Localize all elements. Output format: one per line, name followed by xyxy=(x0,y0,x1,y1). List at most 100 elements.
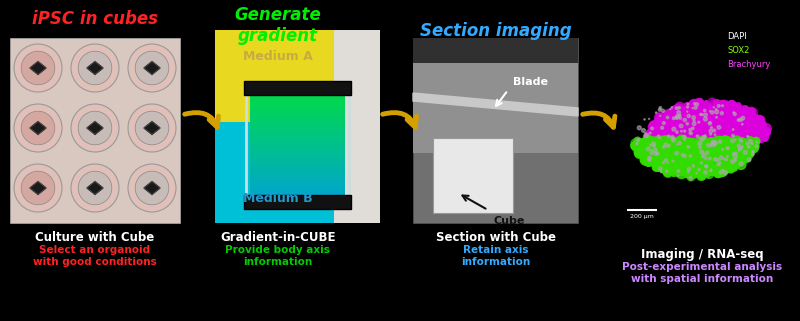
Circle shape xyxy=(741,117,750,126)
Circle shape xyxy=(753,137,760,145)
Circle shape xyxy=(666,120,674,129)
Circle shape xyxy=(752,151,754,152)
Circle shape xyxy=(690,132,693,135)
Circle shape xyxy=(637,142,641,146)
Circle shape xyxy=(692,137,694,140)
Circle shape xyxy=(756,129,762,136)
Circle shape xyxy=(702,143,706,146)
Circle shape xyxy=(678,117,682,119)
Circle shape xyxy=(715,145,725,155)
Circle shape xyxy=(687,168,690,171)
Circle shape xyxy=(744,134,752,142)
Circle shape xyxy=(705,164,707,166)
Circle shape xyxy=(646,136,648,138)
Circle shape xyxy=(726,123,729,125)
Circle shape xyxy=(686,150,690,152)
Circle shape xyxy=(698,121,700,123)
Circle shape xyxy=(722,158,726,162)
Circle shape xyxy=(735,104,739,108)
Circle shape xyxy=(747,148,753,154)
FancyBboxPatch shape xyxy=(250,175,345,179)
Circle shape xyxy=(705,117,709,120)
Circle shape xyxy=(687,106,694,113)
Circle shape xyxy=(687,146,690,148)
Circle shape xyxy=(654,151,661,159)
Circle shape xyxy=(661,121,669,129)
Circle shape xyxy=(750,124,758,133)
Circle shape xyxy=(710,143,713,146)
Circle shape xyxy=(752,136,758,142)
Circle shape xyxy=(663,114,672,122)
Circle shape xyxy=(740,125,749,134)
Circle shape xyxy=(727,126,734,133)
Circle shape xyxy=(675,144,684,152)
Circle shape xyxy=(658,165,661,169)
Circle shape xyxy=(726,126,730,129)
Circle shape xyxy=(699,115,703,119)
Circle shape xyxy=(747,114,753,120)
Circle shape xyxy=(654,133,662,142)
Circle shape xyxy=(760,131,768,139)
Circle shape xyxy=(705,154,714,162)
Circle shape xyxy=(726,158,734,166)
Circle shape xyxy=(650,130,657,136)
Circle shape xyxy=(714,168,718,173)
FancyBboxPatch shape xyxy=(250,185,345,189)
Circle shape xyxy=(647,133,651,137)
Circle shape xyxy=(691,166,701,176)
Text: Generate
gradient: Generate gradient xyxy=(234,6,321,45)
Circle shape xyxy=(653,158,655,160)
Circle shape xyxy=(649,144,653,148)
Circle shape xyxy=(733,113,740,120)
Circle shape xyxy=(684,120,693,129)
Circle shape xyxy=(722,150,726,154)
Circle shape xyxy=(694,106,697,109)
Circle shape xyxy=(709,165,714,171)
Circle shape xyxy=(727,144,736,153)
Circle shape xyxy=(692,122,696,126)
Circle shape xyxy=(682,152,685,154)
Circle shape xyxy=(642,155,645,158)
Circle shape xyxy=(694,143,696,145)
Circle shape xyxy=(675,122,679,126)
Circle shape xyxy=(655,121,665,130)
Circle shape xyxy=(719,156,723,160)
Circle shape xyxy=(726,128,732,134)
Circle shape xyxy=(752,145,757,150)
Circle shape xyxy=(706,151,709,154)
Circle shape xyxy=(710,144,712,146)
Circle shape xyxy=(642,142,648,148)
Circle shape xyxy=(706,145,710,149)
Circle shape xyxy=(670,158,678,167)
Circle shape xyxy=(681,155,689,163)
Circle shape xyxy=(681,130,682,132)
Circle shape xyxy=(754,132,756,134)
Circle shape xyxy=(651,150,652,151)
Circle shape xyxy=(693,160,699,167)
Circle shape xyxy=(675,141,679,146)
Circle shape xyxy=(674,149,682,158)
Circle shape xyxy=(714,110,718,114)
Circle shape xyxy=(719,164,726,171)
Text: 200 μm: 200 μm xyxy=(630,214,654,219)
Circle shape xyxy=(758,135,762,138)
Circle shape xyxy=(707,143,716,152)
Circle shape xyxy=(703,109,706,112)
Circle shape xyxy=(738,140,746,147)
Circle shape xyxy=(742,154,751,162)
Circle shape xyxy=(705,150,710,155)
Text: Select an organoid
with good conditions: Select an organoid with good conditions xyxy=(33,245,157,267)
Circle shape xyxy=(666,128,673,135)
Circle shape xyxy=(691,127,694,130)
Circle shape xyxy=(718,117,722,120)
Circle shape xyxy=(689,170,694,176)
Circle shape xyxy=(721,147,730,156)
Circle shape xyxy=(662,122,666,125)
Circle shape xyxy=(692,108,694,111)
Circle shape xyxy=(716,173,719,175)
Circle shape xyxy=(689,107,698,116)
Circle shape xyxy=(738,139,748,149)
Circle shape xyxy=(719,141,726,148)
Circle shape xyxy=(659,145,664,150)
Circle shape xyxy=(697,123,703,130)
